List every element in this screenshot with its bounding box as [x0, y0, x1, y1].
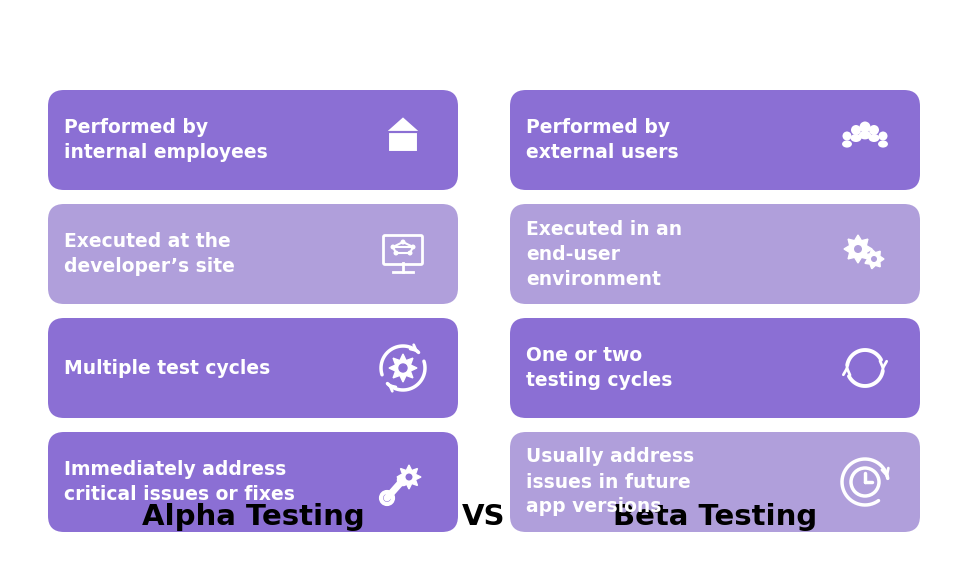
Ellipse shape: [869, 134, 879, 142]
Ellipse shape: [859, 131, 871, 139]
FancyBboxPatch shape: [510, 204, 920, 304]
FancyBboxPatch shape: [48, 318, 458, 418]
Circle shape: [871, 256, 877, 262]
Text: Alpha Testing: Alpha Testing: [141, 503, 365, 531]
Text: One or two
testing cycles: One or two testing cycles: [526, 346, 673, 390]
Text: Multiple test cycles: Multiple test cycles: [64, 358, 270, 377]
Circle shape: [394, 250, 399, 255]
Polygon shape: [389, 354, 417, 382]
Ellipse shape: [850, 134, 862, 142]
Bar: [388, 132, 418, 152]
Ellipse shape: [842, 141, 852, 147]
Polygon shape: [865, 249, 884, 269]
Circle shape: [408, 134, 416, 142]
Ellipse shape: [407, 141, 417, 149]
FancyBboxPatch shape: [510, 318, 920, 418]
Circle shape: [878, 131, 887, 141]
FancyBboxPatch shape: [510, 432, 920, 532]
Circle shape: [391, 245, 396, 249]
Circle shape: [399, 364, 407, 372]
Text: Performed by
internal employees: Performed by internal employees: [64, 118, 268, 162]
Circle shape: [401, 240, 406, 245]
Ellipse shape: [878, 141, 888, 147]
Circle shape: [842, 131, 851, 141]
Text: Executed in an
end-user
environment: Executed in an end-user environment: [526, 220, 682, 288]
Ellipse shape: [398, 141, 408, 149]
Circle shape: [399, 134, 407, 142]
Text: Beta Testing: Beta Testing: [613, 503, 817, 531]
Text: Executed at the
developer’s site: Executed at the developer’s site: [64, 232, 235, 276]
Circle shape: [408, 250, 412, 255]
Polygon shape: [397, 465, 421, 489]
Circle shape: [851, 125, 861, 135]
Circle shape: [860, 122, 871, 133]
Circle shape: [869, 125, 879, 135]
Bar: [388, 132, 418, 152]
Text: Performed by
external users: Performed by external users: [526, 118, 679, 162]
Circle shape: [390, 134, 398, 142]
Polygon shape: [385, 116, 421, 132]
FancyBboxPatch shape: [48, 204, 458, 304]
FancyBboxPatch shape: [48, 432, 458, 532]
Polygon shape: [844, 235, 872, 263]
Circle shape: [410, 245, 415, 249]
FancyBboxPatch shape: [510, 90, 920, 190]
Text: Usually address
issues in future
app versions: Usually address issues in future app ver…: [526, 447, 694, 517]
Text: Immediately address
critical issues or fixes: Immediately address critical issues or f…: [64, 460, 294, 504]
Text: VS: VS: [462, 503, 506, 531]
Circle shape: [406, 473, 412, 480]
FancyBboxPatch shape: [48, 90, 458, 190]
Circle shape: [854, 245, 862, 253]
Ellipse shape: [389, 141, 399, 149]
